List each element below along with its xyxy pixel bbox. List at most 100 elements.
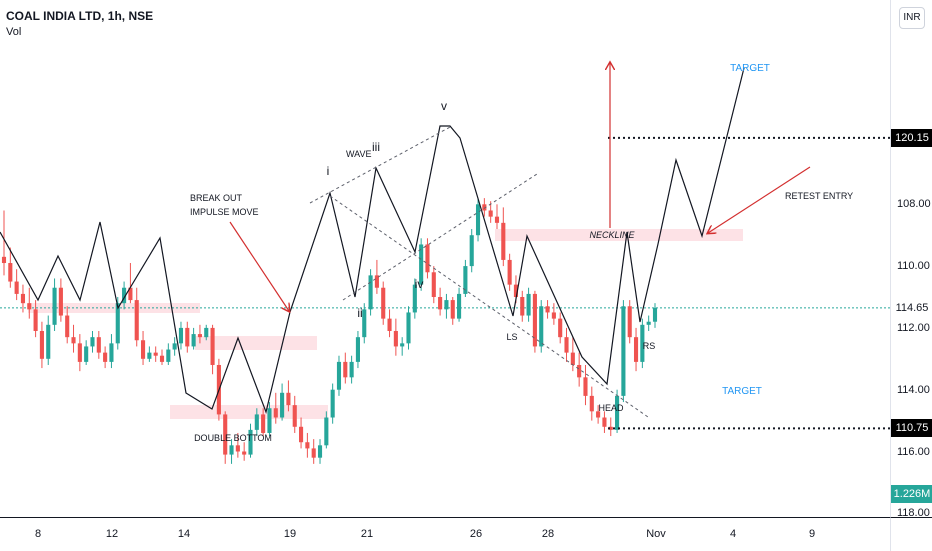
candle-body — [646, 321, 651, 325]
candle-body — [507, 259, 512, 285]
candle-body — [147, 352, 152, 359]
candle-body — [134, 300, 139, 341]
candle-body — [387, 318, 392, 331]
candle-body — [349, 361, 354, 378]
time-tick: 12 — [105, 528, 119, 540]
breakout-label: BREAK OUT — [190, 193, 243, 203]
candle-body — [558, 318, 563, 338]
rs-label: RS — [643, 341, 656, 351]
time-axis[interactable]: 8 12 14 19 21 26 28 Nov 4 9 — [0, 517, 890, 551]
candle-body — [242, 451, 247, 455]
double-bottom-label: DOUBLE BOTTOM — [194, 433, 272, 443]
candle-body — [191, 334, 196, 347]
candle-body — [229, 445, 234, 455]
candle-body — [615, 395, 620, 430]
price-tick: 110.00 — [897, 260, 930, 273]
candle-body — [330, 389, 335, 418]
wave-iii-label: iii — [372, 140, 380, 154]
candle-body — [355, 337, 360, 362]
candle-body — [513, 284, 519, 297]
candle-body — [90, 337, 95, 347]
candle-body — [1, 256, 7, 264]
candle-body — [526, 293, 531, 316]
currency-button[interactable]: INR — [899, 7, 925, 29]
chart-header: COAL INDIA LTD, 1h, NSE Vol — [6, 8, 153, 40]
candle-body — [374, 275, 379, 288]
candle-body — [8, 263, 13, 282]
candle-body — [368, 275, 373, 310]
candle-body — [488, 210, 493, 217]
time-tick: 26 — [469, 528, 483, 540]
candle-body — [46, 324, 51, 359]
candle-body — [128, 287, 133, 301]
target-top-label: TARGET — [730, 63, 770, 74]
candle-body — [343, 361, 348, 378]
candle-body — [627, 306, 632, 338]
wave-ii-label: ii — [357, 306, 362, 320]
candle-body — [172, 343, 177, 350]
price-axis[interactable]: 118.00 116.00 114.00 112.00 110.00 108.00 120.… — [890, 0, 932, 519]
candle-body — [406, 312, 411, 344]
candle-body — [419, 244, 424, 285]
candle-body — [532, 293, 537, 347]
symbol-title[interactable]: COAL INDIA LTD, 1h, NSE — [6, 9, 154, 23]
candle-body — [103, 352, 108, 362]
candle-body — [109, 343, 114, 362]
candle-body — [475, 204, 481, 236]
candle-body — [652, 307, 658, 322]
time-tick: 14 — [177, 528, 191, 540]
candle-body — [39, 330, 44, 359]
head-shoulders-trendline — [329, 195, 649, 418]
candle-body — [393, 330, 398, 347]
candle-body — [20, 293, 26, 304]
candle-body — [223, 414, 228, 455]
candle-body — [280, 392, 285, 418]
candle-body — [84, 346, 89, 362]
candle-body — [324, 417, 329, 446]
zigzag-path — [0, 67, 745, 415]
candle-body — [457, 293, 462, 319]
candle-body — [140, 340, 146, 359]
candle-body — [564, 337, 569, 353]
time-tick: 21 — [360, 528, 374, 540]
candle-body — [65, 315, 70, 338]
candle-body — [520, 297, 525, 316]
candle-body — [362, 309, 367, 338]
candle-body — [122, 287, 127, 304]
candle-body — [185, 327, 190, 347]
candle-body — [400, 343, 405, 347]
candle-body — [292, 405, 297, 427]
candle-body — [431, 272, 436, 297]
candle-body — [159, 355, 165, 362]
channel-upper-line — [309, 125, 453, 204]
candle-body — [596, 411, 601, 418]
candle-body — [254, 414, 259, 430]
target-bottom-label: TARGET — [722, 386, 762, 397]
candle-body — [577, 364, 582, 378]
wave-label: WAVE — [346, 149, 372, 159]
candle-body — [621, 306, 626, 396]
candle-body — [482, 204, 487, 211]
time-tick: 4 — [729, 528, 737, 540]
candle-body — [602, 417, 607, 427]
zone-rect — [495, 229, 743, 241]
candle-body — [210, 327, 215, 365]
candle-body — [583, 377, 588, 396]
candle-body — [539, 306, 544, 347]
candle-body — [197, 334, 202, 338]
candle-body — [178, 327, 184, 344]
candle-body — [317, 445, 323, 458]
candle-body — [608, 426, 613, 430]
candle-body — [299, 426, 304, 443]
candle-body — [336, 361, 342, 390]
candle-body — [501, 222, 506, 260]
candle-body — [633, 337, 639, 362]
volume-indicator-label[interactable]: Vol — [6, 26, 22, 38]
time-tick: 9 — [808, 528, 816, 540]
candlesticks — [1, 198, 658, 464]
candle-body — [450, 300, 455, 319]
neckline-label: NECKLINE — [589, 230, 635, 240]
wave-v-label: v — [441, 99, 447, 113]
time-tick: Nov — [646, 528, 666, 540]
